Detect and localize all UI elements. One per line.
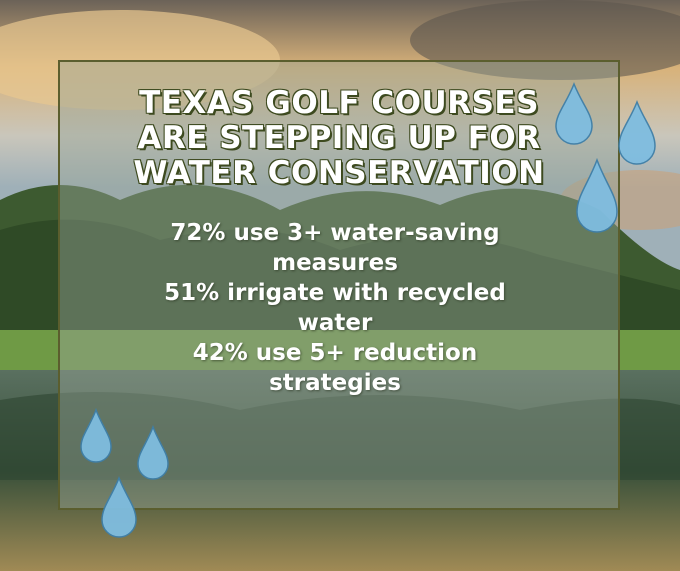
- drop: [576, 157, 618, 233]
- title: TEXAS GOLF COURSES ARE STEPPING UP FOR W…: [60, 86, 618, 191]
- drop: [80, 407, 112, 463]
- drop: [618, 99, 656, 165]
- stat: 42% use 5+ reduction strategies: [192, 340, 478, 396]
- drop: [101, 475, 137, 538]
- drop: [137, 424, 169, 480]
- text-panel: TEXAS GOLF COURSES ARE STEPPING UP FOR W…: [58, 60, 620, 510]
- stat: 72% use 3+ water-saving measures: [170, 220, 500, 276]
- title-line: ARE STEPPING UP FOR: [137, 120, 541, 156]
- stat: 51% irrigate with recycled water: [164, 280, 506, 336]
- stats-list: 72% use 3+ water-saving measures 51% irr…: [125, 218, 545, 398]
- title-line: WATER CONSERVATION: [133, 155, 545, 191]
- title-line: TEXAS GOLF COURSES: [139, 85, 539, 121]
- drop: [555, 81, 593, 145]
